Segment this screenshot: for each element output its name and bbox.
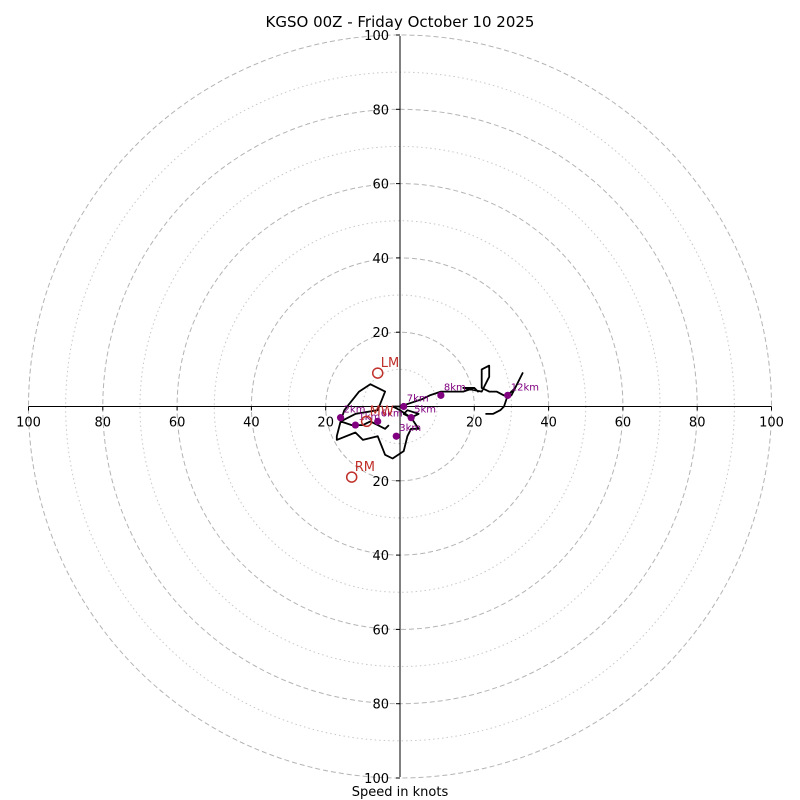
x-tick-label: 20	[317, 416, 334, 431]
tick-labels: 100 80 60 40 20 20 40 60 80 100 100 80 60 40 20 20 40 60 8…	[16, 29, 784, 787]
x-tick-label: 60	[169, 416, 186, 431]
height-label-8km: 8km	[444, 382, 466, 393]
storm-motion-marker-rm	[345, 471, 358, 483]
height-label-5km: 5km	[414, 405, 436, 416]
height-marker-1km	[351, 421, 360, 429]
height-label-7km: 7km	[407, 394, 429, 405]
x-tick-label: 40	[540, 416, 557, 431]
y-tick-label: 100	[364, 29, 389, 44]
height-marker-3km	[392, 432, 400, 440]
storm-motion-markers: LM RM MW	[345, 356, 399, 483]
x-tick-label: 80	[95, 416, 112, 431]
height-marker-12km	[504, 391, 512, 399]
height-label-12km: 12km	[511, 382, 539, 393]
storm-motion-label-rm: RM	[355, 460, 375, 475]
height-marker-6km	[374, 417, 382, 425]
storm-motion-label-lm: LM	[381, 356, 399, 371]
y-tick-label: 60	[372, 178, 389, 193]
wind-trace	[335, 364, 524, 460]
y-tick-label: 60	[372, 623, 389, 638]
y-tick-label: 40	[372, 549, 389, 564]
height-label-6km: 6km	[381, 408, 403, 419]
y-tick-label: 20	[372, 475, 389, 490]
x-axis-label: Speed in knots	[352, 785, 449, 800]
y-tick-label: 40	[372, 252, 389, 267]
height-label-2km: 2km	[344, 405, 366, 416]
y-tick-label: 20	[372, 326, 389, 341]
x-tick-label: 100	[759, 416, 784, 431]
x-tick-label: 60	[615, 416, 632, 431]
hodograph-trace-line	[335, 364, 524, 460]
x-tick-label: 20	[466, 416, 483, 431]
chart-title: KGSO 00Z - Friday October 10 2025	[266, 13, 535, 31]
storm-motion-marker-lm	[371, 367, 384, 379]
x-tick-label: 100	[16, 416, 41, 431]
height-marker-7km	[400, 402, 408, 411]
y-tick-label: 80	[372, 698, 389, 713]
y-tick-label: 80	[372, 103, 389, 118]
storm-motion-label-mw: MW	[370, 404, 394, 419]
height-label-3km: 3km	[399, 423, 421, 434]
height-marker-5km	[407, 414, 415, 422]
storm-motion-marker-mw	[360, 415, 373, 428]
x-tick-label: 80	[689, 416, 706, 431]
height-marker-8km	[437, 391, 445, 399]
y-tick-label: 100	[364, 772, 389, 787]
x-tick-label: 40	[243, 416, 260, 431]
height-marker-2km	[336, 414, 345, 422]
